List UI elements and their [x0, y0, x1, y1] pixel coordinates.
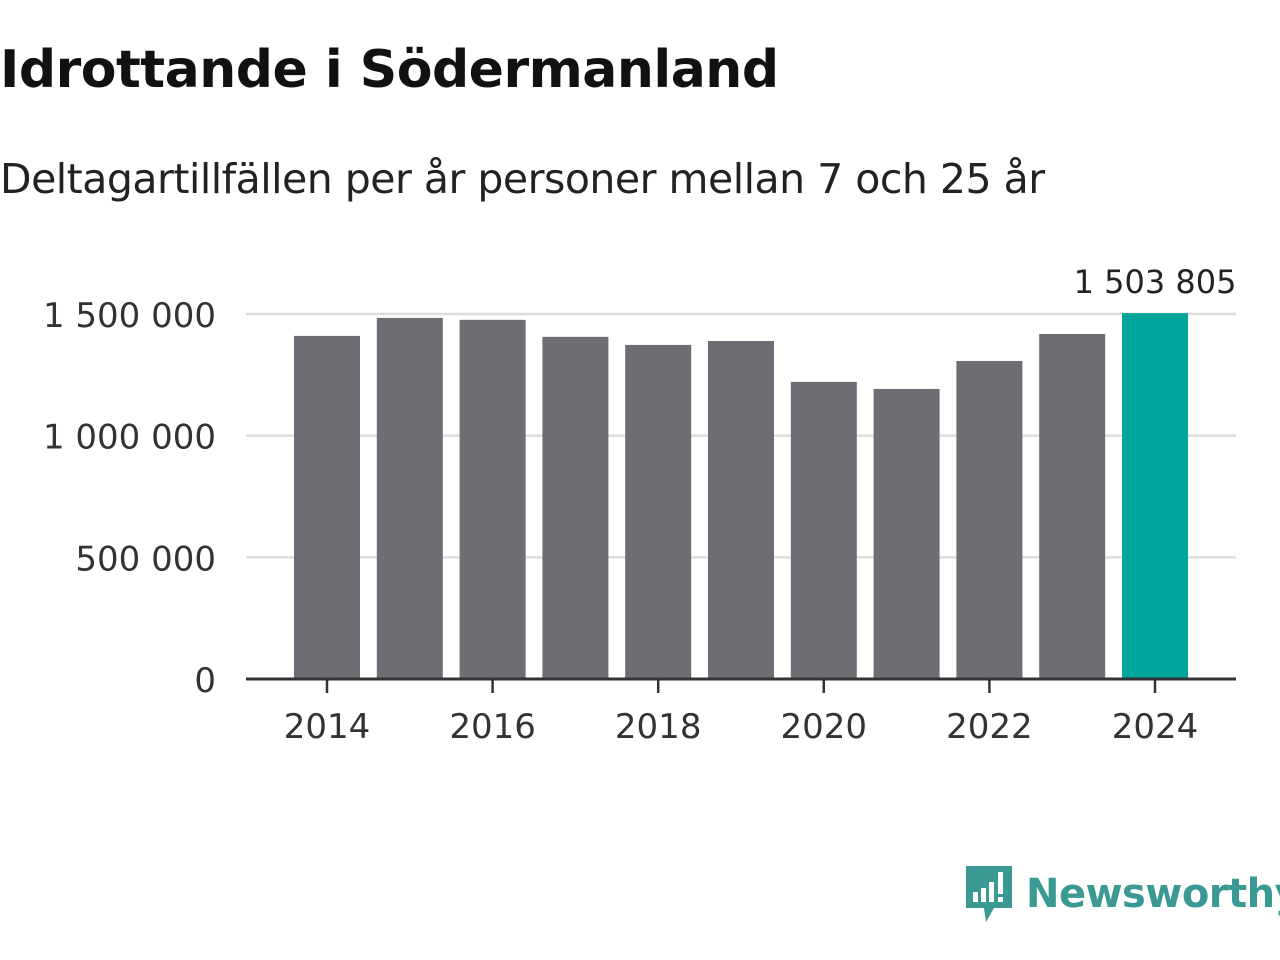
chart-subtitle: Deltagartillfällen per år personer mella… [0, 155, 1045, 203]
bar-2021 [873, 388, 940, 679]
logo-chart-icon [966, 866, 1012, 922]
bar-2019 [708, 341, 774, 679]
x-tick-label: 2014 [284, 707, 371, 747]
logo-text: Newsworthy [1026, 871, 1280, 917]
x-tick-label: 2020 [781, 707, 868, 747]
x-tick-label: 2024 [1112, 707, 1199, 747]
newsworthy-logo: Newsworthy [964, 864, 1280, 924]
bar-2016 [459, 319, 526, 679]
bar-2015 [376, 317, 443, 679]
y-tick-label: 1 500 000 [43, 296, 216, 336]
x-tick-label: 2016 [449, 707, 536, 747]
data-label: 1 503 805 [1074, 263, 1237, 301]
bar-2022 [956, 360, 1023, 679]
x-tick-label: 2022 [946, 707, 1033, 747]
chart-title: Idrottande i Södermanland [0, 40, 779, 100]
bar-2017 [542, 336, 609, 679]
bar-2023 [1039, 333, 1106, 679]
bar-2014 [294, 335, 360, 679]
bar-2018 [625, 344, 692, 679]
y-tick-label: 500 000 [75, 539, 216, 579]
y-tick-label: 0 [194, 661, 216, 701]
bar-2024 [1122, 313, 1188, 679]
x-tick-label: 2018 [615, 707, 702, 747]
y-tick-label: 1 000 000 [43, 418, 216, 458]
bar-2020 [790, 381, 857, 679]
